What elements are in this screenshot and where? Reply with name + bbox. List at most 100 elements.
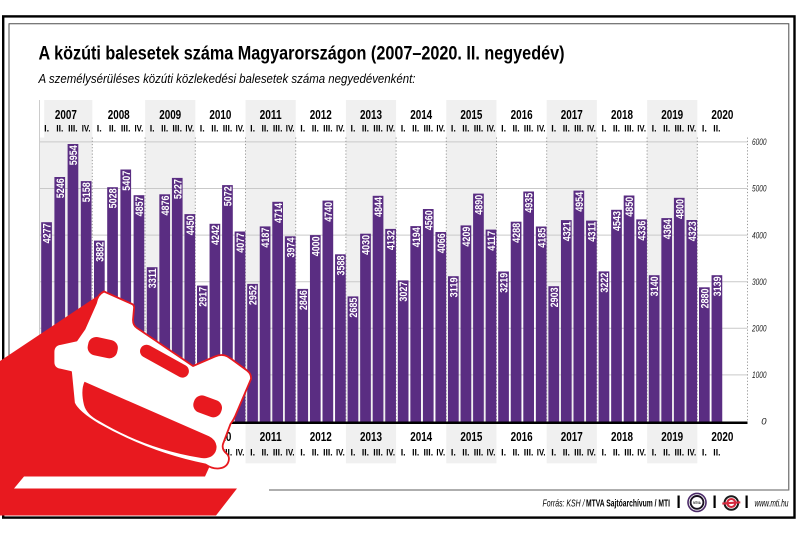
svg-text:3882: 3882: [94, 242, 106, 262]
svg-text:II.: II.: [613, 448, 620, 458]
svg-text:2014: 2014: [410, 429, 432, 444]
svg-text:II.: II.: [211, 124, 218, 134]
svg-text:2880: 2880: [699, 289, 711, 309]
svg-text:4543: 4543: [612, 211, 624, 231]
svg-text:4132: 4132: [386, 230, 398, 250]
svg-text:I.: I.: [551, 448, 556, 458]
svg-text:4714: 4714: [273, 202, 285, 223]
svg-text:II.: II.: [262, 448, 269, 458]
svg-text:IV.: IV.: [436, 124, 445, 134]
svg-text:IV.: IV.: [82, 124, 91, 134]
svg-text:III.: III.: [68, 124, 78, 134]
svg-text:4000: 4000: [752, 230, 767, 241]
svg-text:II.: II.: [262, 124, 269, 134]
svg-text:IV.: IV.: [286, 448, 295, 458]
svg-text:4844: 4844: [373, 196, 385, 217]
svg-text:3588: 3588: [336, 256, 348, 276]
svg-text:5158: 5158: [81, 182, 93, 202]
svg-text:2009: 2009: [159, 107, 181, 122]
svg-text:III.: III.: [273, 448, 283, 458]
svg-text:IV.: IV.: [687, 124, 696, 134]
svg-text:4876: 4876: [160, 196, 172, 216]
svg-text:4935: 4935: [524, 193, 536, 213]
svg-text:6000: 6000: [752, 137, 767, 148]
svg-text:4850: 4850: [624, 197, 636, 217]
svg-text:4890: 4890: [474, 195, 486, 215]
svg-text:2013: 2013: [360, 107, 382, 122]
svg-text:IV.: IV.: [386, 448, 395, 458]
svg-text:2016: 2016: [511, 107, 533, 122]
svg-text:2008: 2008: [108, 107, 130, 122]
svg-text:4000: 4000: [310, 236, 322, 256]
svg-text:I.: I.: [602, 124, 607, 134]
svg-text:4187: 4187: [260, 228, 272, 248]
svg-text:I.: I.: [702, 448, 707, 458]
svg-text:3140: 3140: [649, 276, 661, 296]
svg-text:2010: 2010: [209, 107, 231, 122]
svg-text:I.: I.: [401, 124, 406, 134]
svg-text:IV.: IV.: [185, 124, 194, 134]
svg-text:II.: II.: [513, 448, 520, 458]
svg-text:II.: II.: [362, 448, 369, 458]
svg-text:2000: 2000: [751, 324, 767, 335]
svg-text:2019: 2019: [661, 429, 683, 444]
svg-text:II.: II.: [109, 124, 116, 134]
svg-text:I.: I.: [200, 124, 205, 134]
svg-text:II.: II.: [412, 448, 419, 458]
svg-text:4954: 4954: [574, 191, 586, 212]
svg-text:I.: I.: [501, 448, 506, 458]
svg-text:I.: I.: [451, 448, 456, 458]
svg-text:2013: 2013: [360, 429, 382, 444]
svg-text:3222: 3222: [599, 273, 611, 293]
svg-text:A közúti balesetek száma Magya: A közúti balesetek száma Magyarországon …: [39, 43, 565, 65]
svg-text:IV.: IV.: [587, 448, 596, 458]
svg-text:I.: I.: [351, 448, 356, 458]
svg-text:2012: 2012: [310, 429, 332, 444]
svg-text:4311: 4311: [587, 222, 599, 242]
svg-text:4321: 4321: [561, 221, 573, 241]
svg-text:I.: I.: [501, 124, 506, 134]
svg-text:4800: 4800: [674, 199, 686, 219]
svg-text:2007: 2007: [55, 107, 77, 122]
svg-text:4336: 4336: [637, 221, 649, 241]
svg-text:2020: 2020: [711, 429, 733, 444]
svg-text:III.: III.: [323, 448, 333, 458]
svg-text:II.: II.: [362, 124, 369, 134]
svg-text:I.: I.: [351, 124, 356, 134]
svg-text:5072: 5072: [223, 186, 235, 206]
svg-text:III.: III.: [675, 448, 685, 458]
svg-text:2685: 2685: [348, 298, 360, 318]
svg-text:3311: 3311: [147, 268, 159, 288]
svg-text:Forrás: KSH /: Forrás: KSH /: [543, 499, 586, 510]
svg-text:I.: I.: [652, 448, 657, 458]
svg-text:III.: III.: [323, 124, 333, 134]
svg-text:I.: I.: [150, 124, 155, 134]
svg-text:2014: 2014: [410, 107, 432, 122]
svg-text:2917: 2917: [197, 287, 209, 307]
svg-text:I.: I.: [652, 124, 657, 134]
svg-text:IV.: IV.: [587, 124, 596, 134]
svg-text:5246: 5246: [55, 178, 67, 198]
svg-text:II.: II.: [713, 448, 720, 458]
svg-text:IV.: IV.: [487, 448, 496, 458]
svg-text:IV.: IV.: [286, 124, 295, 134]
svg-text:I.: I.: [451, 124, 456, 134]
svg-text:II.: II.: [563, 124, 570, 134]
svg-text:4740: 4740: [323, 202, 335, 222]
svg-text:2018: 2018: [611, 429, 633, 444]
svg-text:II.: II.: [312, 124, 319, 134]
svg-text:4277: 4277: [42, 223, 54, 243]
svg-text:II.: II.: [563, 448, 570, 458]
svg-text:IV.: IV.: [336, 124, 345, 134]
svg-text:3119: 3119: [448, 277, 460, 297]
svg-text:2015: 2015: [460, 429, 482, 444]
svg-text:III.: III.: [574, 448, 584, 458]
svg-text:I.: I.: [97, 124, 102, 134]
svg-text:4066: 4066: [436, 233, 448, 253]
svg-text:4364: 4364: [662, 219, 674, 240]
svg-text:II.: II.: [663, 124, 670, 134]
svg-text:III.: III.: [474, 448, 484, 458]
svg-text:4194: 4194: [411, 227, 423, 248]
svg-text:4030: 4030: [361, 235, 373, 255]
svg-text:3219: 3219: [499, 273, 511, 293]
